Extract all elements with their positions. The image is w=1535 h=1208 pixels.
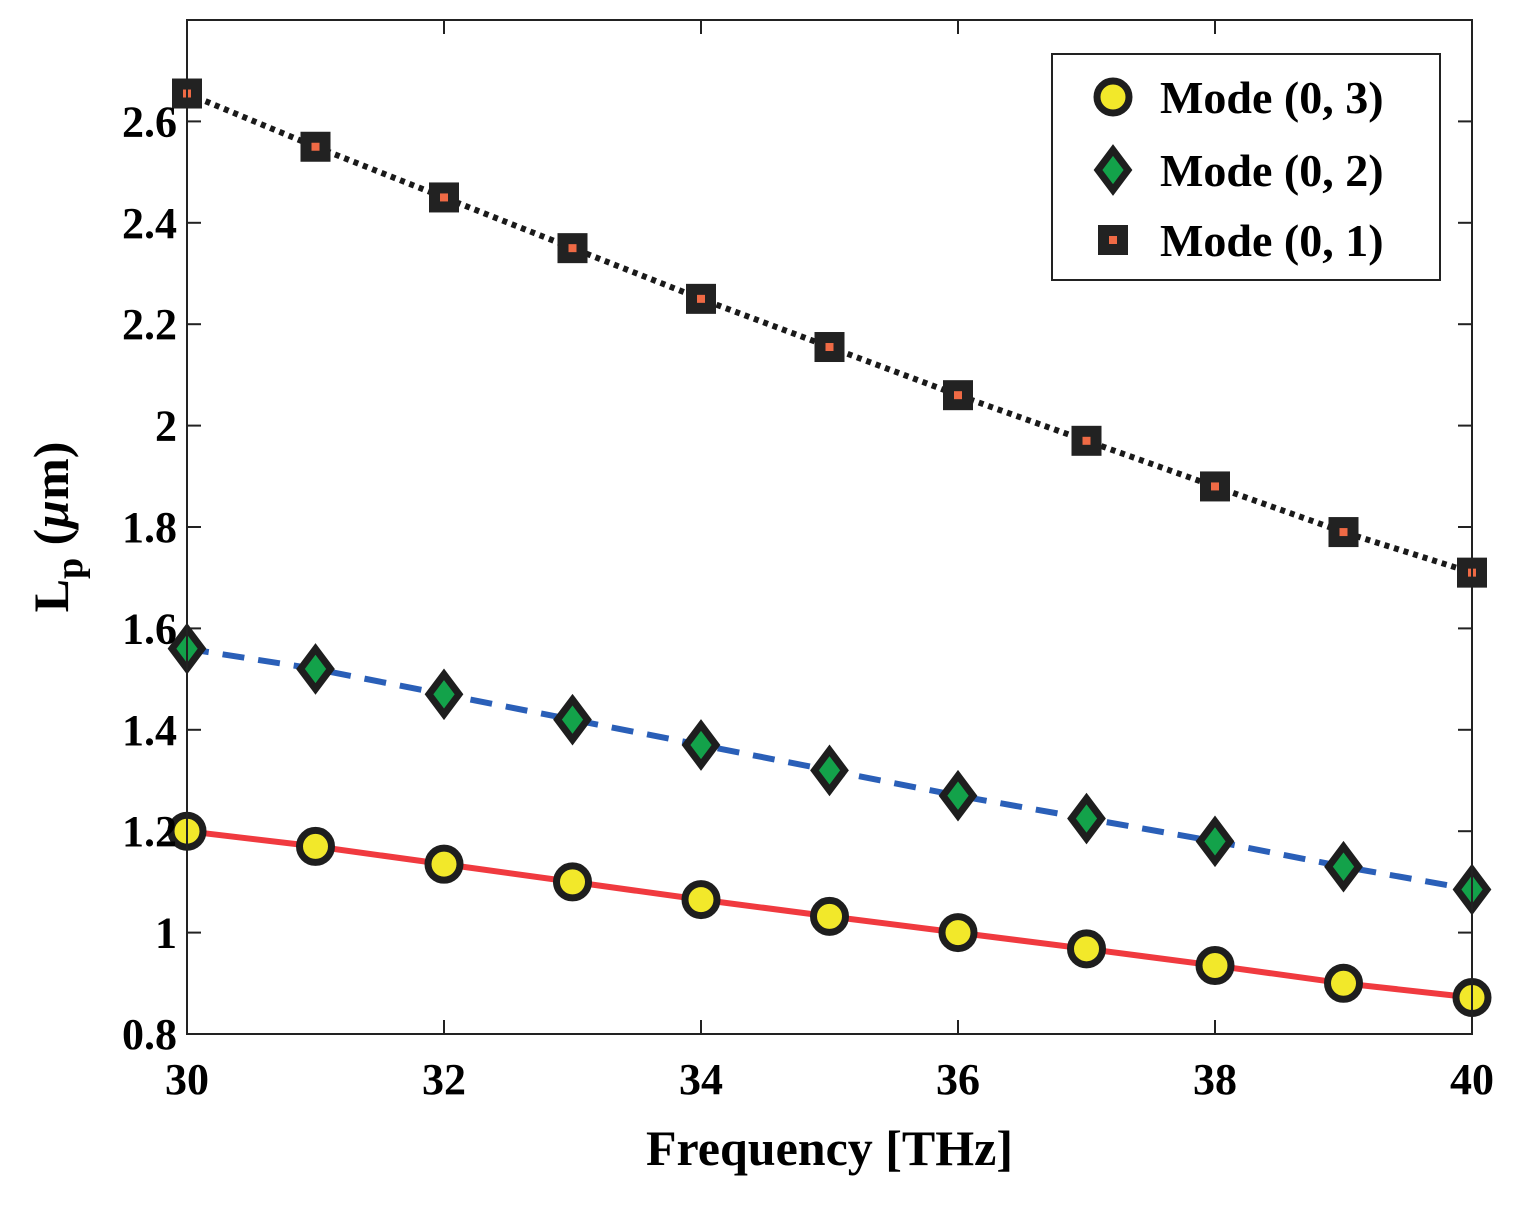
x-tick-label: 32 <box>422 1055 466 1104</box>
diamond-marker <box>681 719 721 771</box>
legend-label: Mode (0, 2) <box>1160 145 1384 196</box>
diamond-marker <box>1067 792 1106 845</box>
legend-item: Mode (0, 1) <box>1098 215 1384 266</box>
y-axis-label-main: L <box>23 579 79 612</box>
diamond-marker <box>424 668 464 721</box>
y-tick-label: 2 <box>155 402 177 451</box>
x-axis-label: Frequency [THz] <box>646 1120 1013 1176</box>
circle-marker <box>1195 946 1235 986</box>
y-tick-label: 1 <box>155 909 177 958</box>
diamond-marker <box>553 693 592 746</box>
y-tick-label: 1.8 <box>122 503 177 552</box>
y-axis-label-unit-open: ( <box>23 529 79 558</box>
y-axis-label-unit-rest: m) <box>23 442 79 500</box>
y-tick-labels: 0.8 1 1.2 1.4 1.6 1.8 2 2.2 2.4 2.6 <box>122 97 177 1059</box>
circle-marker <box>296 826 335 866</box>
square-marker-center <box>825 343 834 352</box>
square-marker-center <box>311 142 320 151</box>
circle-marker <box>938 913 978 953</box>
y-tick-label: 0.8 <box>122 1010 177 1059</box>
square-marker <box>1200 471 1230 502</box>
square-marker-center <box>1082 436 1091 445</box>
legend-square-marker <box>1098 225 1128 255</box>
x-tick-labels: 30 32 34 36 38 40 <box>165 1055 1494 1104</box>
circle-marker <box>424 844 464 884</box>
y-axis-label-sub: p <box>49 558 91 579</box>
plot-frame <box>186 19 1473 1035</box>
diamond-marker <box>1195 815 1235 868</box>
square-marker <box>1328 517 1359 548</box>
square-marker <box>814 332 845 363</box>
square-marker-center <box>1339 528 1348 537</box>
square-marker-center <box>954 391 962 400</box>
legend-label: Mode (0, 1) <box>1160 215 1384 266</box>
square-marker-center <box>1211 482 1219 491</box>
x-tick-label: 30 <box>165 1055 209 1104</box>
square-marker-center <box>697 294 705 303</box>
square-marker-center <box>440 193 448 202</box>
y-tick-label: 2.2 <box>122 300 177 349</box>
square-marker <box>300 131 331 162</box>
square-marker <box>1071 425 1102 456</box>
y-axis-label-unit-mu: µ <box>23 500 79 531</box>
y-tick-label: 1.2 <box>122 807 177 856</box>
diamond-marker <box>810 744 849 797</box>
circle-marker <box>1067 929 1106 969</box>
legend-circle-marker <box>1093 77 1133 117</box>
circle-marker <box>681 880 721 920</box>
y-tick-label: 2.4 <box>122 199 177 248</box>
y-tick-label: 1.6 <box>122 604 177 653</box>
diamond-marker <box>938 769 978 822</box>
y-axis-label: Lp (µm) <box>23 442 91 613</box>
square-marker-center <box>1109 236 1117 244</box>
circle-marker <box>553 862 592 902</box>
circle-marker <box>1324 963 1363 1003</box>
square-marker <box>429 182 459 213</box>
diamond-marker <box>296 643 335 695</box>
square-marker <box>686 283 716 314</box>
x-tick-label: 40 <box>1450 1055 1494 1104</box>
y-tick-label: 2.6 <box>122 97 177 146</box>
x-tick-label: 38 <box>1193 1055 1237 1104</box>
legend-label: Mode (0, 3) <box>1160 72 1384 123</box>
x-tick-label: 36 <box>936 1055 980 1104</box>
x-tick-label: 34 <box>679 1055 723 1104</box>
legend: Mode (0, 3) Mode (0, 2) Mode (0, 1) <box>1051 53 1441 281</box>
diamond-marker <box>1324 840 1363 893</box>
square-marker <box>557 233 588 264</box>
series-markers <box>167 78 1492 1017</box>
legend-diamond-marker <box>1093 144 1133 196</box>
circle-marker <box>810 896 849 936</box>
y-tick-label: 1.4 <box>122 706 177 755</box>
legend-item: Mode (0, 2) <box>1093 144 1384 196</box>
square-marker-center <box>568 244 577 253</box>
legend-item: Mode (0, 3) <box>1093 72 1384 123</box>
square-marker <box>943 380 973 411</box>
legend-items: Mode (0, 3) Mode (0, 2) Mode (0, 1) <box>1093 72 1384 266</box>
